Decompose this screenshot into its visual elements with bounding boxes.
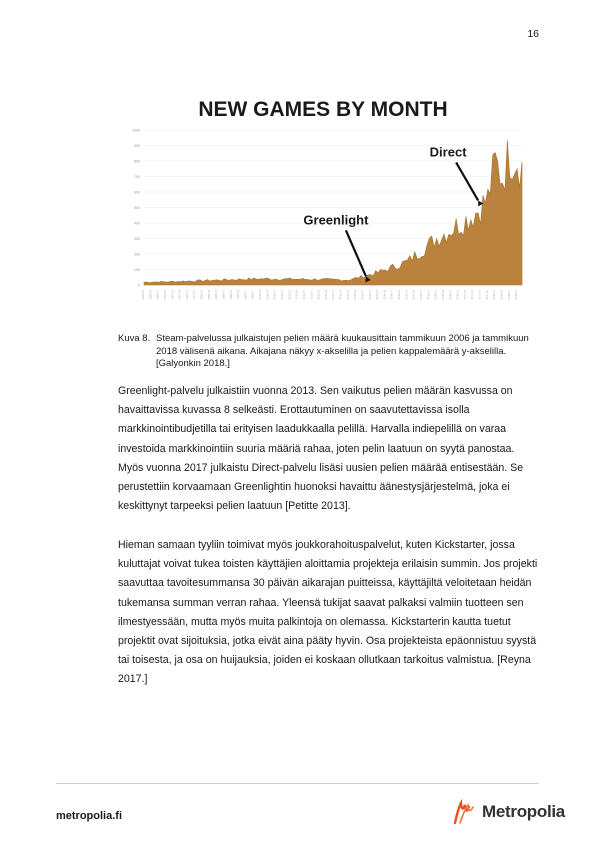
chart-x-tick-label: 2018-07	[507, 289, 511, 299]
figure-caption: Kuva 8. Steam-palvelussa julkaistujen pe…	[118, 333, 538, 371]
metropolia-logo-text: Metropolia	[482, 802, 565, 821]
metropolia-logo-mark-icon	[453, 799, 474, 825]
chart-x-tick-label: 2009-10	[251, 289, 255, 299]
chart-y-tick-label: 0	[138, 284, 140, 288]
page-number: 16	[527, 28, 539, 40]
chart-x-tick-label: 2016-01	[434, 289, 438, 299]
chart-x-tick-label: 2013-04	[353, 289, 357, 299]
chart-x-tick-label: 2012-01	[317, 289, 321, 299]
chart-x-tick-label: 2009-01	[229, 289, 233, 299]
chart-x-tick-label: 2008-10	[221, 289, 225, 299]
chart-x-tick-label: 2016-04	[441, 289, 445, 299]
chart-x-tick-label: 2011-07	[302, 289, 306, 299]
chart-x-tick-label: 2009-07	[243, 289, 247, 299]
chart-x-tick-label: 2016-10	[456, 289, 460, 299]
footer-divider	[56, 783, 539, 784]
chart-x-tick-label: 2008-01	[200, 289, 204, 299]
chart-title: NEW GAMES BY MONTH	[198, 98, 447, 121]
caption-label: Kuva 8.	[118, 333, 151, 344]
body-paragraph-2: Hieman samaan tyyliin toimivat myös jouk…	[118, 539, 538, 686]
chart-x-tick-label: 2010-07	[273, 289, 277, 299]
chart-x-tick-label: 2007-10	[192, 289, 196, 299]
chart-x-tick-label: 2016-07	[448, 289, 452, 299]
caption-text: Steam-palvelussa julkaistujen pelien mää…	[156, 333, 529, 369]
chart-x-tick-label: 2017-10	[485, 289, 489, 299]
chart-x-tick-label: 2006-10	[163, 289, 167, 299]
chart-y-tick-label: 900	[134, 144, 140, 148]
chart-annotations: Greenlight Direct	[303, 144, 484, 283]
chart-x-tick-label: 2015-10	[426, 289, 430, 299]
chart-x-tick-label: 2012-07	[331, 289, 335, 299]
chart-x-tick-label: 2011-01	[287, 289, 291, 299]
chart-y-tick-label: 600	[134, 191, 140, 195]
chart-x-tick-label: 2008-07	[214, 289, 218, 299]
chart-x-tick-label: 2012-04	[324, 289, 328, 299]
chart-x-tick-label: 2008-04	[207, 289, 211, 299]
chart-x-tick-label: 2011-04	[295, 289, 299, 299]
chart-annotation-arrow	[344, 229, 367, 277]
chart-y-tick-label: 800	[134, 160, 140, 164]
chart-svg: NEW GAMES BY MONTH 0 100 200 300 400 500 600 70…	[132, 98, 523, 300]
chart-x-ticks: 2006-01 2006-04 2006-07 2006-10 2007-01 2007-…	[141, 289, 518, 299]
chart-y-tick-label: 500	[134, 206, 140, 210]
chart-figure: NEW GAMES BY MONTH 0 100 200 300 400 500 600 70…	[118, 92, 528, 302]
chart-x-tick-label: 2013-01	[346, 289, 350, 299]
chart-x-tick-label: 2015-04	[412, 289, 416, 299]
chart-x-tick-label: 2006-04	[148, 289, 152, 299]
chart-x-tick-label: 2017-01	[463, 289, 467, 299]
chart-y-tick-label: 400	[134, 222, 140, 226]
chart-x-tick-label: 2018-10	[514, 289, 518, 299]
chart-x-tick-label: 2013-07	[360, 289, 364, 299]
chart-annotation-label: Greenlight	[303, 212, 369, 227]
chart-x-tick-label: 2011-10	[309, 289, 313, 299]
chart-x-tick-label: 2018-01	[492, 289, 496, 299]
chart-x-tick-label: 2010-01	[258, 289, 262, 299]
chart-y-tick-label: 300	[134, 237, 140, 241]
metropolia-logo: Metropolia	[452, 797, 568, 827]
chart-x-tick-label: 2012-10	[339, 289, 343, 299]
chart-x-tick-label: 2007-01	[170, 289, 174, 299]
chart-annotation-arrowhead	[478, 200, 484, 207]
chart-x-tick-label: 2009-04	[236, 289, 240, 299]
chart-grid	[144, 129, 522, 286]
chart-annotation-label: Direct	[430, 144, 468, 159]
chart-y-tick-label: 1000	[132, 129, 140, 133]
chart-annotation-arrow	[455, 161, 480, 201]
chart-x-tick-label: 2010-10	[280, 289, 284, 299]
chart-x-tick-label: 2014-01	[375, 289, 379, 299]
chart-y-tick-label: 700	[134, 175, 140, 179]
chart-x-tick-label: 2007-07	[185, 289, 189, 299]
chart-x-tick-label: 2018-04	[499, 289, 503, 299]
chart-area-series	[143, 140, 523, 286]
chart-x-tick-label: 2007-04	[178, 289, 182, 299]
chart-x-tick-label: 2010-04	[265, 289, 269, 299]
chart-x-tick-label: 2014-10	[397, 289, 401, 299]
chart-x-tick-label: 2014-04	[382, 289, 386, 299]
chart-x-tick-label: 2017-07	[478, 289, 482, 299]
chart-x-tick-label: 2013-10	[368, 289, 372, 299]
chart-x-tick-label: 2015-07	[419, 289, 423, 299]
body-paragraph-1: Greenlight-palvelu julkaistiin vuonna 20…	[118, 385, 524, 513]
chart-y-tick-label: 100	[134, 268, 140, 272]
chart-y-ticks: 0 100 200 300 400 500 600 700 800 900 1000	[132, 129, 140, 288]
chart-x-tick-label: 2014-07	[390, 289, 394, 299]
chart-x-tick-label: 2015-01	[404, 289, 408, 299]
chart-x-tick-label: 2006-07	[156, 289, 160, 299]
chart-annotation-arrowhead	[365, 276, 371, 283]
chart-y-tick-label: 200	[134, 253, 140, 257]
chart-x-tick-label: 2006-01	[141, 289, 145, 299]
chart-x-tick-label: 2017-04	[470, 289, 474, 299]
footer-site-link[interactable]: metropolia.fi	[56, 810, 123, 822]
